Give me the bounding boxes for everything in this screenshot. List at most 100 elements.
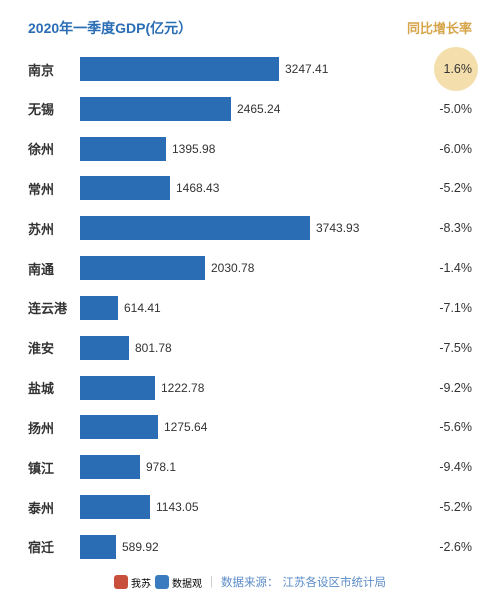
- growth-cell: -6.0%: [412, 142, 472, 156]
- chart-row: 无锡 2465.24 -5.0%: [28, 92, 472, 126]
- bar: [80, 97, 231, 121]
- footer-separator: |: [210, 576, 213, 588]
- bar-area: 614.41: [80, 296, 412, 320]
- bar: [80, 495, 150, 519]
- growth-cell: 1.6%: [412, 62, 472, 76]
- city-label: 连云港: [28, 298, 80, 317]
- city-label: 宿迁: [28, 537, 80, 556]
- chart-header: 2020年一季度GDP(亿元） 同比增长率: [28, 18, 472, 38]
- bar-area: 1143.05: [80, 495, 412, 519]
- bar: [80, 296, 118, 320]
- bar-area: 978.1: [80, 455, 412, 479]
- bar-area: 3247.41: [80, 57, 412, 81]
- chart-row: 南通 2030.78 -1.4%: [28, 251, 472, 285]
- bar: [80, 415, 158, 439]
- bar: [80, 376, 155, 400]
- growth-cell: -7.1%: [412, 301, 472, 315]
- chart-container: 2020年一季度GDP(亿元） 同比增长率 南京 3247.41 1.6% 无锡 246…: [0, 0, 500, 600]
- growth-value: -5.2%: [439, 500, 472, 514]
- city-label: 常州: [28, 179, 80, 198]
- growth-value: -5.0%: [439, 102, 472, 116]
- growth-cell: -5.2%: [412, 181, 472, 195]
- bar-area: 1468.43: [80, 176, 412, 200]
- bar-value: 2465.24: [237, 102, 280, 116]
- growth-cell: -9.2%: [412, 381, 472, 395]
- growth-value: -7.1%: [439, 301, 472, 315]
- growth-value: -6.0%: [439, 142, 472, 156]
- logo-wosu-icon: [114, 575, 128, 589]
- bar-area: 589.92: [80, 535, 412, 559]
- chart-title: 2020年一季度GDP(亿元）: [28, 18, 192, 38]
- bar: [80, 57, 279, 81]
- growth-cell: -1.4%: [412, 261, 472, 275]
- growth-cell: -2.6%: [412, 540, 472, 554]
- bar-area: 1395.98: [80, 137, 412, 161]
- growth-value: -1.4%: [439, 261, 472, 275]
- bar: [80, 455, 140, 479]
- growth-value: -9.4%: [439, 460, 472, 474]
- city-label: 淮安: [28, 338, 80, 357]
- bar-chart: 南京 3247.41 1.6% 无锡 2465.24 -5.0% 徐州 1395.98 -6.0…: [28, 52, 472, 564]
- chart-row: 泰州 1143.05 -5.2%: [28, 490, 472, 524]
- bar-area: 2030.78: [80, 256, 412, 280]
- bar-value: 801.78: [135, 341, 172, 355]
- growth-cell: -5.0%: [412, 102, 472, 116]
- bar-value: 1143.05: [156, 500, 199, 514]
- bar-value: 3743.93: [316, 221, 359, 235]
- city-label: 徐州: [28, 139, 80, 158]
- bar-value: 3247.41: [285, 62, 328, 76]
- chart-row: 南京 3247.41 1.6%: [28, 52, 472, 86]
- bar-value: 589.92: [122, 540, 159, 554]
- growth-cell: -7.5%: [412, 341, 472, 355]
- bar: [80, 256, 205, 280]
- bar: [80, 176, 170, 200]
- chart-row: 镇江 978.1 -9.4%: [28, 450, 472, 484]
- bar-area: 2465.24: [80, 97, 412, 121]
- logo-shujuguan: 数据观: [155, 575, 202, 590]
- source-value: 江苏各设区市统计局: [283, 574, 387, 590]
- logo-shujuguan-icon: [155, 575, 169, 589]
- growth-rate-header: 同比增长率: [407, 18, 472, 37]
- logo-shujuguan-label: 数据观: [172, 575, 202, 590]
- city-label: 镇江: [28, 458, 80, 477]
- bar-value: 1222.78: [161, 381, 204, 395]
- chart-row: 宿迁 589.92 -2.6%: [28, 530, 472, 564]
- bar-value: 978.1: [146, 460, 176, 474]
- bar-area: 1275.64: [80, 415, 412, 439]
- city-label: 南京: [28, 60, 80, 79]
- growth-value: -5.2%: [439, 181, 472, 195]
- growth-cell: -9.4%: [412, 460, 472, 474]
- city-label: 南通: [28, 259, 80, 278]
- city-label: 泰州: [28, 498, 80, 517]
- growth-cell: -5.2%: [412, 500, 472, 514]
- source-label: 数据来源：: [221, 574, 279, 590]
- chart-row: 苏州 3743.93 -8.3%: [28, 211, 472, 245]
- bar-area: 801.78: [80, 336, 412, 360]
- logo-wosu-label: 我苏: [131, 575, 151, 590]
- chart-row: 盐城 1222.78 -9.2%: [28, 371, 472, 405]
- chart-row: 扬州 1275.64 -5.6%: [28, 410, 472, 444]
- growth-value: -8.3%: [439, 221, 472, 235]
- city-label: 苏州: [28, 219, 80, 238]
- growth-value: -7.5%: [439, 341, 472, 355]
- city-label: 无锡: [28, 99, 80, 118]
- bar-value: 1468.43: [176, 181, 219, 195]
- bar: [80, 216, 310, 240]
- chart-row: 常州 1468.43 -5.2%: [28, 171, 472, 205]
- logo-wosu: 我苏: [114, 575, 151, 590]
- growth-cell: -5.6%: [412, 420, 472, 434]
- growth-value: 1.6%: [444, 62, 473, 76]
- city-label: 扬州: [28, 418, 80, 437]
- chart-row: 连云港 614.41 -7.1%: [28, 291, 472, 325]
- growth-value: -2.6%: [439, 540, 472, 554]
- bar-value: 1275.64: [164, 420, 207, 434]
- bar-value: 2030.78: [211, 261, 254, 275]
- bar-area: 1222.78: [80, 376, 412, 400]
- city-label: 盐城: [28, 378, 80, 397]
- bar-area: 3743.93: [80, 216, 412, 240]
- bar-value: 614.41: [124, 301, 161, 315]
- chart-row: 徐州 1395.98 -6.0%: [28, 132, 472, 166]
- bar-value: 1395.98: [172, 142, 215, 156]
- bar: [80, 336, 129, 360]
- growth-cell: -8.3%: [412, 221, 472, 235]
